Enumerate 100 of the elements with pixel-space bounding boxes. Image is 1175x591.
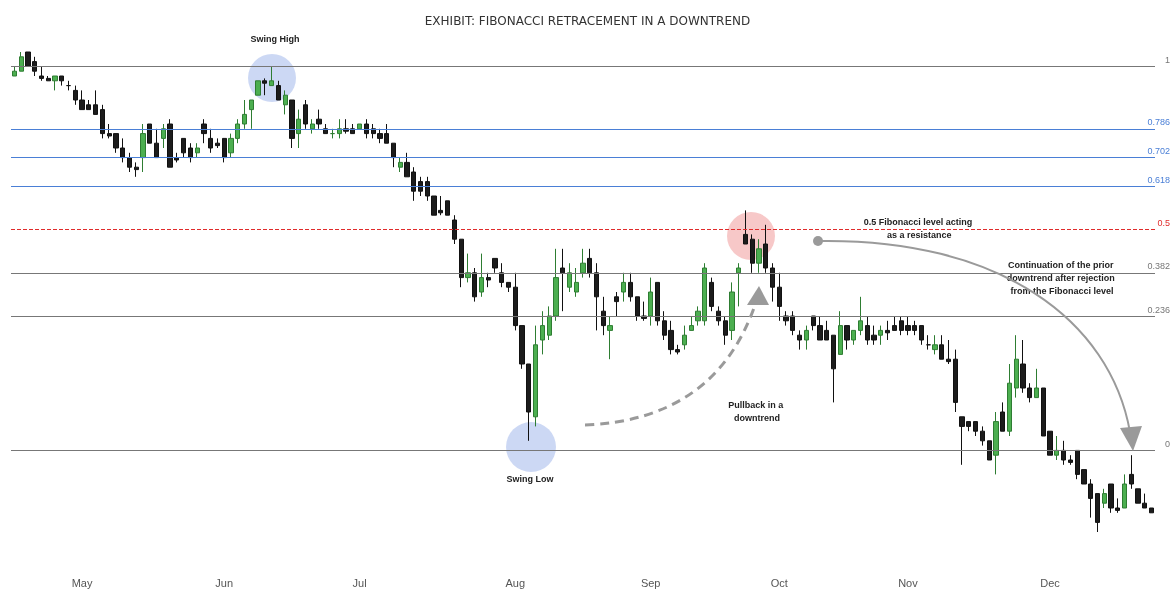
candlestick xyxy=(140,123,146,173)
candlestick xyxy=(316,109,322,130)
x-tick-label: Dec xyxy=(1040,576,1061,589)
chart-title: EXHIBIT: FIBONACCI RETRACEMENT IN A DOWNTREND xyxy=(424,14,751,28)
candlestick xyxy=(797,329,802,351)
candlestick xyxy=(756,238,762,274)
text: 1 xyxy=(1164,54,1170,65)
candlestick xyxy=(736,262,741,307)
candlestick xyxy=(147,123,152,144)
candlestick xyxy=(492,257,498,274)
candlestick xyxy=(127,152,132,173)
candlestick xyxy=(255,80,261,96)
annotation: Pullback in a downtrend xyxy=(728,399,786,423)
candlestick xyxy=(1061,440,1066,466)
x-tick-label: Nov xyxy=(898,576,919,589)
annotation: Swing Low xyxy=(506,473,555,484)
candlestick xyxy=(953,349,958,413)
candlestick xyxy=(283,89,288,115)
candlestick xyxy=(242,99,247,130)
candlestick xyxy=(892,315,897,331)
x-tick-label: Aug xyxy=(505,576,526,589)
candlestick xyxy=(574,267,579,298)
candlestick xyxy=(161,123,166,149)
candlestick xyxy=(939,334,944,360)
candlestick xyxy=(1129,454,1134,490)
candlestick xyxy=(878,325,883,346)
candlestick xyxy=(926,334,931,351)
candlestick xyxy=(838,310,843,355)
text: Swing High xyxy=(250,33,300,44)
candlestick xyxy=(973,421,978,437)
candlestick xyxy=(709,277,714,312)
candlestick xyxy=(154,128,159,159)
candlestick xyxy=(208,128,213,154)
candlestick xyxy=(621,272,626,303)
candlestick xyxy=(946,339,951,365)
candlestick xyxy=(93,89,98,115)
candlestick xyxy=(486,272,491,288)
candlestick xyxy=(19,51,24,72)
candlestick xyxy=(831,334,836,403)
x-tick-label: Oct xyxy=(770,576,788,589)
candlestick xyxy=(607,315,613,360)
candlestick xyxy=(932,334,938,355)
candlestick xyxy=(844,325,850,351)
candlestick xyxy=(303,99,308,130)
candlestick xyxy=(39,65,44,82)
candlestick xyxy=(682,325,687,351)
candlestick xyxy=(567,262,572,293)
candlestick xyxy=(398,157,403,173)
candlestick xyxy=(1000,401,1005,432)
candlestick xyxy=(1102,488,1107,509)
candlestick xyxy=(1007,363,1012,437)
candlestick xyxy=(648,277,653,327)
candlestick xyxy=(1149,507,1154,514)
candlestick xyxy=(134,161,139,178)
candlestick xyxy=(364,118,369,139)
candlestick xyxy=(729,281,735,341)
text: 0.5 xyxy=(1157,218,1170,229)
candlestick xyxy=(540,310,545,355)
annotation: 0.618 xyxy=(1147,174,1170,185)
candlestick xyxy=(201,118,207,144)
annotation: 0.786 xyxy=(1147,117,1170,128)
candlestick xyxy=(276,80,281,101)
candlestick xyxy=(289,99,295,149)
candlestick xyxy=(804,325,809,351)
candlestick xyxy=(919,325,924,346)
candlestick xyxy=(1034,368,1039,399)
candlestick xyxy=(993,411,999,475)
candlestick xyxy=(580,248,586,279)
candlestick xyxy=(452,214,457,245)
candlestick xyxy=(743,209,748,245)
candlestick xyxy=(391,142,396,168)
candlestick xyxy=(479,253,484,298)
annotation: 0.382 xyxy=(1147,261,1170,272)
candlestick xyxy=(249,99,254,130)
candlestick xyxy=(499,262,504,288)
candlestick xyxy=(763,224,768,274)
annotation: 0.702 xyxy=(1147,146,1170,157)
candlestick xyxy=(689,315,694,331)
candlestick xyxy=(357,123,362,130)
candlestick xyxy=(181,137,186,159)
candlestick xyxy=(459,238,464,288)
candlestick xyxy=(59,75,64,87)
candlestick xyxy=(262,77,267,96)
candlestick xyxy=(195,142,200,159)
candlestick xyxy=(987,440,992,461)
candlestick xyxy=(858,296,863,336)
candlestick xyxy=(222,137,227,163)
candlestick xyxy=(628,272,633,303)
candlestick xyxy=(885,320,890,341)
candlestick xyxy=(1122,473,1127,509)
x-tick-label: Jul xyxy=(352,576,367,589)
candlestick xyxy=(750,233,755,274)
candlestick xyxy=(533,325,538,427)
candlestick xyxy=(269,65,274,87)
candlestick xyxy=(215,137,220,149)
candlestick xyxy=(614,291,619,317)
candlestick xyxy=(560,248,565,312)
candlestick xyxy=(12,65,17,77)
x-tick-label: May xyxy=(71,576,93,589)
candlestick xyxy=(587,248,592,279)
